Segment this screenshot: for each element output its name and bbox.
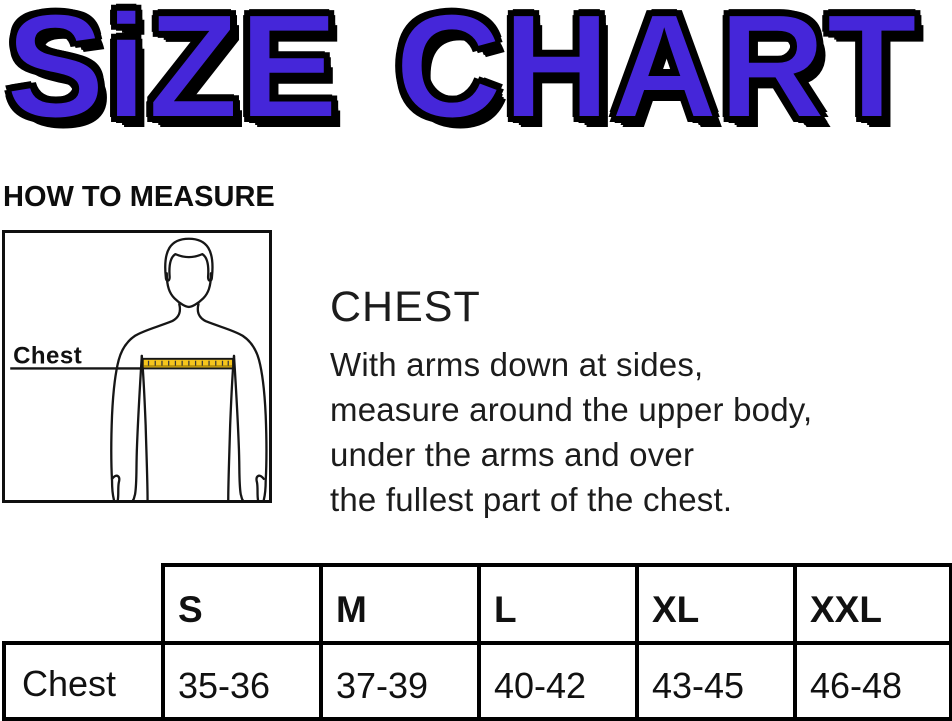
size-header-row: S M L XL XXL xyxy=(4,563,952,645)
instruction-line: measure around the upper body, xyxy=(330,391,813,428)
size-col-l: L xyxy=(477,563,639,645)
torso-left-side xyxy=(140,354,149,500)
size-col-s: S xyxy=(161,563,323,645)
instruction-heading: CHEST xyxy=(330,283,481,331)
torso-line-art-icon: Chest xyxy=(10,237,268,500)
left-shoulder-arm xyxy=(110,302,182,500)
instruction-line: the fullest part of the chest. xyxy=(330,481,733,518)
size-chart-table: S M L XL XXL Chest 35-36 37-39 40-42 43-… xyxy=(2,563,952,721)
instruction-line: With arms down at sides, xyxy=(330,346,704,383)
chest-diagram-label: Chest xyxy=(13,343,82,370)
left-hand xyxy=(110,474,121,500)
chest-value-xxl: 46-48 xyxy=(793,641,952,721)
page-title: SiZE CHART xyxy=(5,0,918,149)
row-label-chest: Chest xyxy=(2,641,165,721)
size-col-xxl: XXL xyxy=(793,563,952,645)
measuring-tape-icon xyxy=(141,357,235,370)
right-arm-inner xyxy=(232,354,244,500)
measure-diagram-box: Chest xyxy=(2,230,272,503)
torso-right-side xyxy=(227,354,236,500)
corner-cell xyxy=(4,565,163,643)
right-shoulder-arm xyxy=(196,302,268,500)
chest-value-xl: 43-45 xyxy=(635,641,797,721)
right-hand xyxy=(255,474,265,500)
size-col-m: M xyxy=(319,563,481,645)
hair-outline xyxy=(164,237,214,282)
instruction-line: under the arms and over xyxy=(330,436,695,473)
chest-value-s: 35-36 xyxy=(161,641,323,721)
chest-value-l: 40-42 xyxy=(477,641,639,721)
face-outline xyxy=(165,272,213,309)
chest-row: Chest 35-36 37-39 40-42 43-45 46-48 xyxy=(2,641,952,721)
left-arm-inner xyxy=(132,354,143,500)
chest-value-m: 37-39 xyxy=(319,641,481,721)
size-col-xl: XL xyxy=(635,563,797,645)
how-to-measure-heading: HOW TO MEASURE xyxy=(3,181,275,213)
chest-instruction: CHEST With arms down at sides, measure a… xyxy=(330,284,812,522)
